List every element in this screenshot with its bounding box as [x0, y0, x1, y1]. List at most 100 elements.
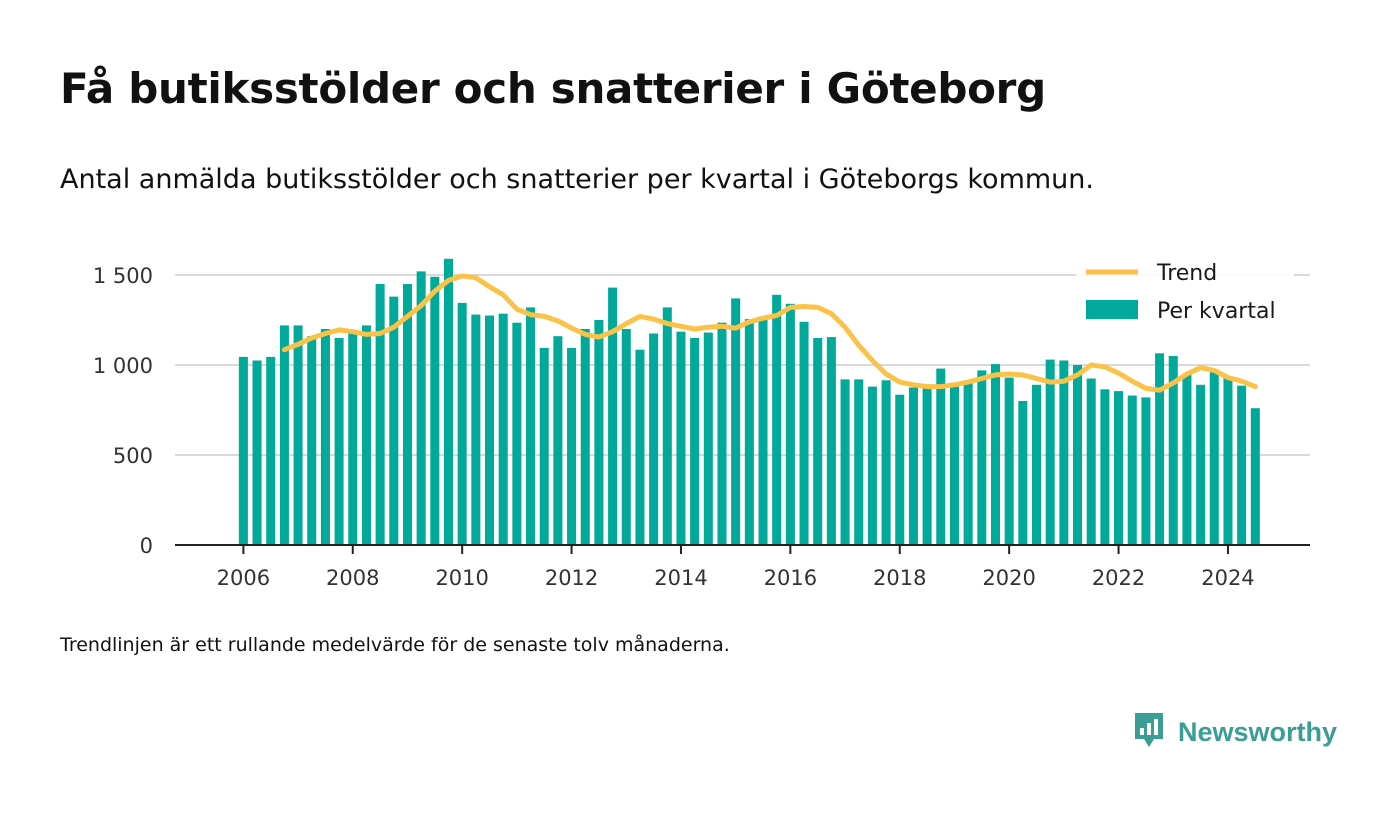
bar — [1237, 385, 1247, 545]
bar — [1250, 408, 1260, 545]
bar — [320, 329, 330, 545]
footnote: Trendlinjen är ett rullande medelvärde f… — [60, 634, 730, 656]
bar — [717, 322, 727, 545]
x-tick-label: 2012 — [545, 566, 598, 590]
bar — [895, 394, 905, 545]
bar — [594, 320, 604, 545]
bar — [443, 258, 454, 545]
bar — [785, 303, 795, 545]
bar — [758, 316, 768, 545]
bar — [1182, 374, 1192, 545]
x-tick-label: 2018 — [873, 566, 926, 590]
bar — [813, 338, 823, 545]
bar — [416, 271, 426, 545]
y-tick-labels: 0 500 1 000 1 500 — [93, 264, 153, 558]
x-tick-label: 2014 — [654, 566, 707, 590]
bar — [526, 307, 536, 545]
bar — [1059, 360, 1069, 545]
bar — [744, 319, 754, 545]
bar — [635, 349, 645, 545]
bar — [580, 329, 590, 545]
bar — [1086, 378, 1096, 545]
brand-name: Newsworthy — [1178, 716, 1338, 747]
trend-line — [281, 273, 1258, 393]
bar — [1018, 401, 1028, 545]
chart-subtitle: Antal anmälda butiksstölder och snatteri… — [60, 164, 1094, 195]
bar — [512, 322, 522, 545]
x-tick-label: 2008 — [326, 566, 379, 590]
bar — [1004, 377, 1014, 545]
bar — [949, 383, 959, 545]
bar — [361, 325, 371, 545]
bar — [471, 314, 481, 545]
x-tick-label: 2016 — [764, 566, 817, 590]
bar — [402, 284, 412, 545]
bar — [1045, 359, 1055, 545]
x-tick-label: 2024 — [1201, 566, 1254, 590]
brand[interactable]: Newsworthy — [1132, 710, 1337, 754]
x-tick-label: 2006 — [217, 566, 270, 590]
bar — [977, 370, 987, 545]
bar — [649, 333, 659, 545]
bar — [731, 298, 741, 545]
newsworthy-logo-icon — [1132, 710, 1166, 754]
bar — [1100, 389, 1110, 545]
bar — [922, 385, 932, 545]
y-tick-label: 500 — [113, 444, 153, 468]
legend: Trend Per kvartal — [1076, 254, 1294, 338]
bar — [1209, 372, 1219, 545]
bar — [375, 284, 385, 545]
bar — [826, 337, 836, 545]
bar — [457, 302, 467, 545]
bar — [840, 379, 850, 545]
bar — [266, 356, 276, 545]
bar — [279, 325, 289, 545]
bar — [936, 368, 946, 545]
bar — [621, 329, 631, 545]
y-tick-label: 0 — [140, 534, 153, 558]
bar — [1141, 397, 1151, 545]
bar — [908, 387, 918, 545]
bar — [1114, 391, 1124, 545]
bar — [854, 379, 864, 545]
y-tick-label: 1 500 — [93, 264, 153, 288]
bar — [1223, 376, 1233, 545]
bar — [430, 276, 440, 545]
bar — [293, 325, 303, 545]
bar — [662, 307, 672, 545]
bar — [567, 347, 577, 545]
bar — [703, 332, 713, 545]
x-tick-label: 2022 — [1092, 566, 1145, 590]
bar — [485, 315, 495, 545]
bar — [963, 380, 973, 545]
bar — [348, 332, 358, 545]
y-tick-label: 1 000 — [93, 354, 153, 378]
trend-series — [281, 273, 1258, 393]
bar — [867, 386, 877, 545]
bar — [334, 338, 344, 545]
bar — [539, 347, 549, 545]
legend-trend-label: Trend — [1156, 261, 1217, 286]
x-tick-label: 2010 — [435, 566, 488, 590]
bar — [238, 356, 248, 545]
bar — [553, 336, 563, 545]
legend-background — [1076, 254, 1294, 338]
legend-bar-swatch — [1086, 300, 1138, 319]
bar — [1073, 365, 1083, 545]
bar — [1155, 353, 1165, 545]
chart-title: Få butiksstölder och snatterier i Götebo… — [60, 64, 1046, 113]
bar — [389, 296, 399, 545]
bar — [307, 336, 317, 545]
bar — [252, 360, 262, 545]
bar — [676, 331, 686, 545]
bar — [498, 313, 508, 545]
bar — [799, 321, 809, 545]
bar — [1127, 395, 1137, 545]
bar — [881, 380, 891, 545]
bar — [990, 364, 1000, 545]
bar-series — [238, 258, 1260, 545]
bar — [1196, 384, 1206, 545]
bar — [1168, 356, 1178, 545]
legend-bar-label: Per kvartal — [1157, 299, 1276, 324]
